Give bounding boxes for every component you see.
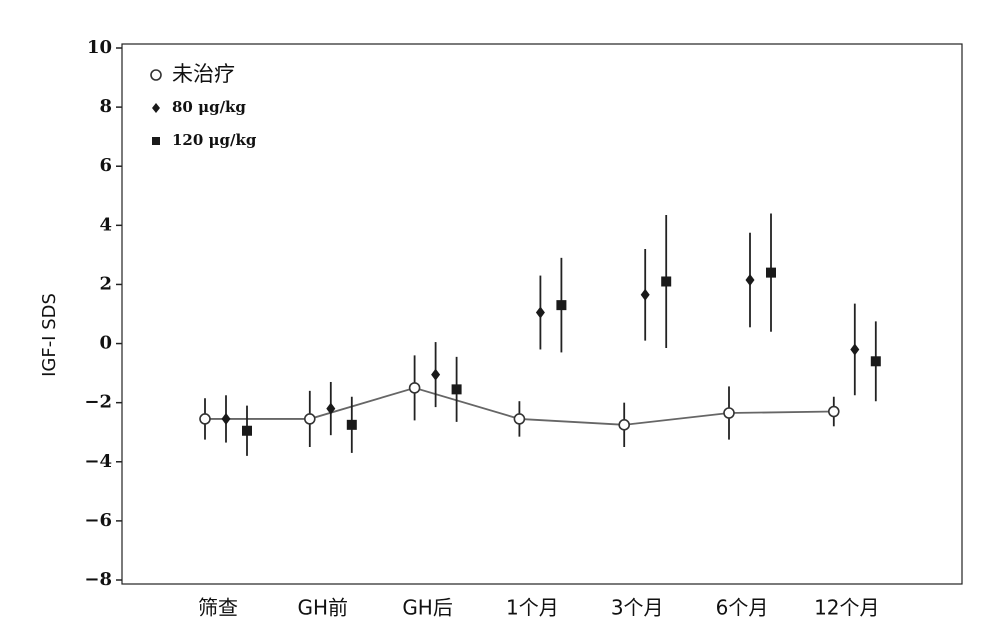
y-tick-label: 8: [99, 96, 112, 117]
y-axis-label: IGF-I SDS: [39, 293, 60, 377]
legend-marker: [152, 137, 160, 145]
marker: [723, 407, 735, 419]
x-tick-label: GH前: [298, 596, 349, 620]
marker: [303, 413, 316, 425]
marker: [850, 343, 860, 356]
legend-marker: [150, 69, 162, 81]
x-tick-label: GH后: [402, 596, 453, 620]
marker: [827, 405, 840, 418]
marker: [661, 276, 672, 287]
y-tick-label: −4: [84, 451, 112, 472]
x-tick-label: 1个月: [506, 596, 559, 620]
marker: [745, 274, 755, 287]
marker: [513, 413, 526, 425]
marker: [870, 356, 881, 367]
y-tick-label: −6: [84, 510, 112, 531]
x-tick-label: 3个月: [611, 596, 664, 620]
y-tick-label: −2: [84, 392, 112, 413]
x-tick-label: 6个月: [716, 596, 769, 620]
marker: [431, 368, 441, 381]
plot-frame: [121, 43, 963, 585]
legend-label: 未治疗: [172, 62, 235, 86]
x-tick-label: 筛查: [198, 596, 238, 620]
y-tick-label: 10: [87, 37, 112, 58]
marker: [242, 425, 252, 436]
marker: [535, 306, 545, 319]
legend-marker: [152, 103, 160, 113]
x-tick-label: 12个月: [814, 596, 879, 620]
marker: [618, 419, 631, 431]
marker: [640, 288, 650, 301]
marker: [408, 382, 421, 394]
marker: [326, 402, 336, 415]
marker: [556, 300, 567, 311]
y-tick-label: 2: [99, 273, 112, 294]
marker: [346, 419, 357, 430]
marker: [766, 267, 776, 278]
legend-label: 80 μg/kg: [172, 98, 246, 116]
y-tick-label: 0: [99, 333, 112, 354]
y-tick-label: 6: [99, 155, 112, 176]
y-tick-label: 4: [99, 214, 112, 235]
marker: [199, 413, 211, 425]
legend-label: 120 μg/kg: [172, 131, 257, 149]
y-tick-label: −8: [84, 569, 112, 590]
marker: [451, 384, 462, 395]
marker: [221, 412, 231, 425]
